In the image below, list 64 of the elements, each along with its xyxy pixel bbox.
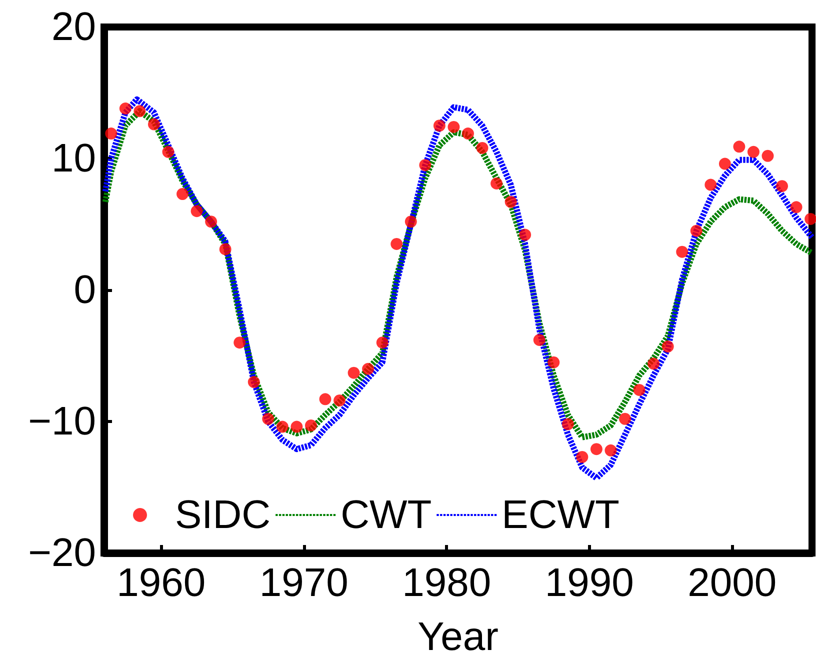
point (448, 120, 460, 133)
point (648, 358, 660, 370)
point (190, 205, 203, 218)
point (462, 128, 474, 140)
point (590, 443, 602, 456)
y-tick-label: 10 (52, 136, 96, 180)
point (248, 376, 260, 388)
point (234, 336, 246, 349)
y-tick-label: 0 (74, 268, 96, 312)
point (334, 394, 346, 406)
point (519, 228, 532, 241)
y-tick-label: −20 (28, 531, 96, 575)
point (134, 105, 146, 118)
point (304, 419, 317, 432)
point (804, 212, 816, 225)
point (790, 201, 802, 214)
point (376, 336, 388, 349)
point (404, 216, 417, 228)
point (619, 412, 632, 425)
point (276, 420, 288, 433)
x-tick-label: 1990 (544, 561, 634, 605)
point (205, 216, 218, 228)
point (662, 340, 674, 353)
point (319, 393, 332, 406)
point (690, 224, 702, 237)
point (676, 246, 688, 258)
x-tick-label: 2000 (688, 561, 777, 605)
point (390, 238, 403, 250)
x-tick-label: 1980 (402, 561, 492, 605)
legend-label: ECWT (502, 493, 620, 537)
point (562, 418, 574, 430)
point (290, 420, 303, 433)
point (162, 146, 174, 158)
legend-label: CWT (340, 493, 432, 537)
point (362, 362, 374, 375)
point (119, 102, 132, 115)
point (776, 180, 788, 192)
point (762, 150, 774, 162)
point (548, 356, 560, 368)
point (733, 140, 746, 153)
point (533, 334, 546, 346)
point (576, 451, 588, 463)
legend-label: SIDC (175, 493, 271, 537)
point (419, 159, 432, 172)
point (348, 366, 360, 379)
point (633, 384, 646, 396)
point (476, 142, 488, 154)
y-tick-label: −10 (28, 400, 96, 444)
x-tick-label: 1960 (116, 561, 206, 605)
y-tick-label: 20 (52, 5, 96, 49)
point (176, 188, 189, 200)
point (490, 177, 503, 190)
point (433, 120, 446, 132)
point (747, 146, 760, 158)
point (262, 412, 274, 425)
point (105, 128, 118, 140)
point (504, 196, 517, 208)
x-tick-label: 1970 (259, 561, 348, 605)
point (148, 118, 160, 130)
point (718, 158, 731, 170)
x-axis-title: Year (418, 615, 498, 659)
point (219, 243, 232, 256)
point (604, 444, 617, 456)
point (704, 178, 717, 191)
